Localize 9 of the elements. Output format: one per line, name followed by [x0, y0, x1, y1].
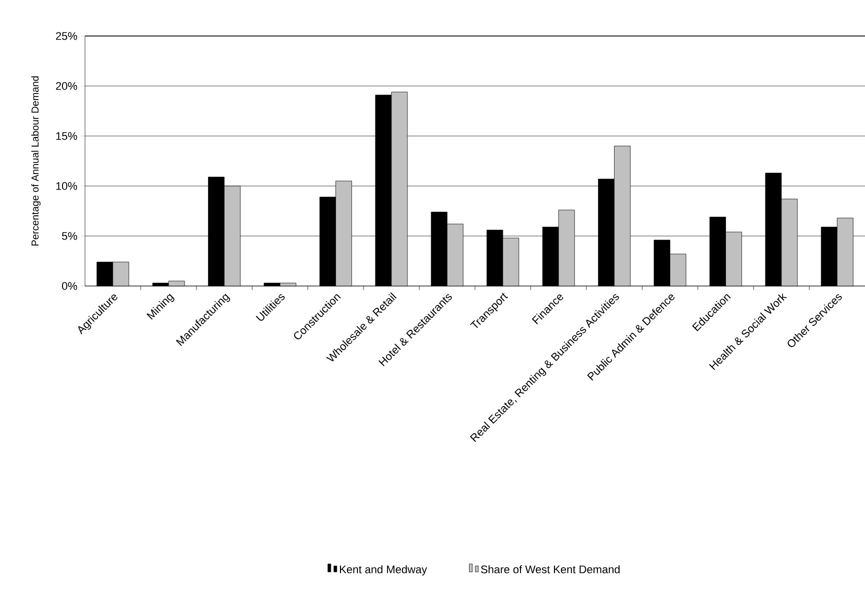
y-tick-label: 25%: [56, 32, 78, 40]
y-tick-label: 15%: [56, 132, 78, 140]
y-tick-label: 0%: [62, 282, 78, 290]
y-tick-label: 10%: [56, 182, 78, 190]
y-axis-title: Percentage of Annual Labour Demand: [31, 76, 41, 246]
y-tick-label: 20%: [56, 82, 78, 90]
legend-label: Kent and Medway: [340, 565, 428, 576]
y-tick-label: 5%: [62, 232, 78, 240]
legend-label: Share of West Kent Demand: [481, 565, 620, 574]
